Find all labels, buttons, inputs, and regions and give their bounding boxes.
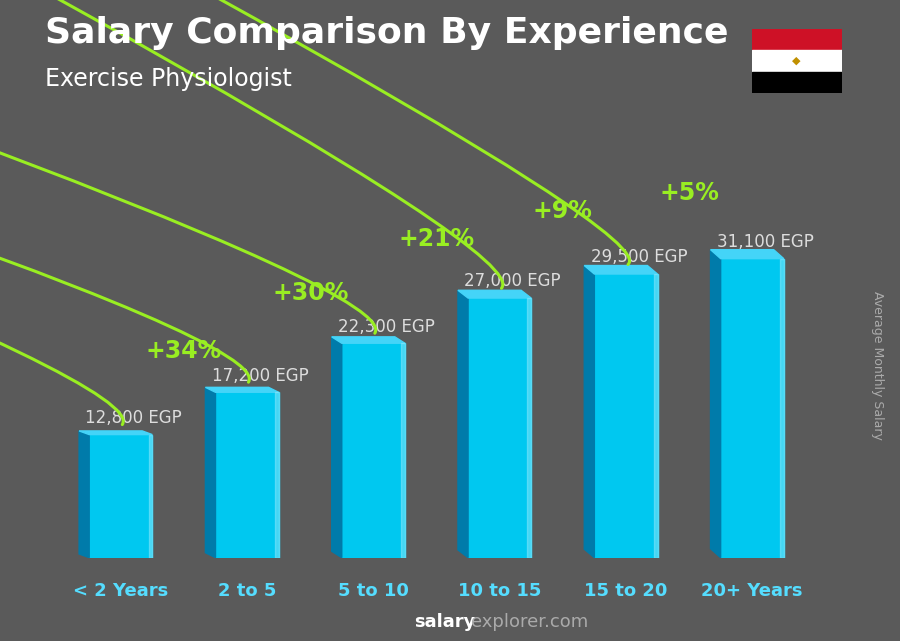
Text: +30%: +30% xyxy=(272,281,348,304)
Polygon shape xyxy=(205,387,279,392)
Text: Salary Comparison By Experience: Salary Comparison By Experience xyxy=(45,16,728,50)
Text: +9%: +9% xyxy=(533,199,593,223)
Text: +21%: +21% xyxy=(399,228,474,251)
Polygon shape xyxy=(584,265,594,558)
Polygon shape xyxy=(79,431,89,558)
Text: 5 to 10: 5 to 10 xyxy=(338,582,409,600)
Text: 31,100 EGP: 31,100 EGP xyxy=(717,233,814,251)
Bar xyxy=(752,50,842,72)
Polygon shape xyxy=(780,258,784,558)
Polygon shape xyxy=(468,298,531,558)
Text: 22,300 EGP: 22,300 EGP xyxy=(338,317,435,336)
Text: Exercise Physiologist: Exercise Physiologist xyxy=(45,67,292,91)
Bar xyxy=(752,72,842,93)
Polygon shape xyxy=(721,258,784,558)
Text: Average Monthly Salary: Average Monthly Salary xyxy=(871,291,884,440)
Polygon shape xyxy=(458,290,468,558)
Text: ◆: ◆ xyxy=(792,56,801,66)
Polygon shape xyxy=(215,392,279,558)
Text: 2 to 5: 2 to 5 xyxy=(218,582,276,600)
Polygon shape xyxy=(205,387,215,558)
Polygon shape xyxy=(332,337,405,344)
Polygon shape xyxy=(89,435,152,558)
Polygon shape xyxy=(458,290,531,298)
Text: 10 to 15: 10 to 15 xyxy=(458,582,541,600)
Polygon shape xyxy=(594,274,658,558)
Text: 12,800 EGP: 12,800 EGP xyxy=(86,409,182,427)
Polygon shape xyxy=(274,392,279,558)
Text: 27,000 EGP: 27,000 EGP xyxy=(464,272,561,290)
Polygon shape xyxy=(332,337,342,558)
Polygon shape xyxy=(79,431,152,435)
Text: +5%: +5% xyxy=(659,181,719,205)
Polygon shape xyxy=(148,435,152,558)
Text: 20+ Years: 20+ Years xyxy=(701,582,803,600)
Polygon shape xyxy=(711,250,784,258)
Polygon shape xyxy=(527,298,531,558)
Text: 15 to 20: 15 to 20 xyxy=(584,582,668,600)
Text: 17,200 EGP: 17,200 EGP xyxy=(212,367,309,385)
Text: explorer.com: explorer.com xyxy=(471,613,588,631)
Text: 29,500 EGP: 29,500 EGP xyxy=(590,248,688,267)
Polygon shape xyxy=(401,344,405,558)
Text: +34%: +34% xyxy=(146,338,222,363)
Polygon shape xyxy=(653,274,658,558)
Polygon shape xyxy=(342,344,405,558)
Text: salary: salary xyxy=(414,613,475,631)
Polygon shape xyxy=(711,250,721,558)
Text: < 2 Years: < 2 Years xyxy=(73,582,168,600)
Bar xyxy=(752,29,842,50)
Polygon shape xyxy=(584,265,658,274)
